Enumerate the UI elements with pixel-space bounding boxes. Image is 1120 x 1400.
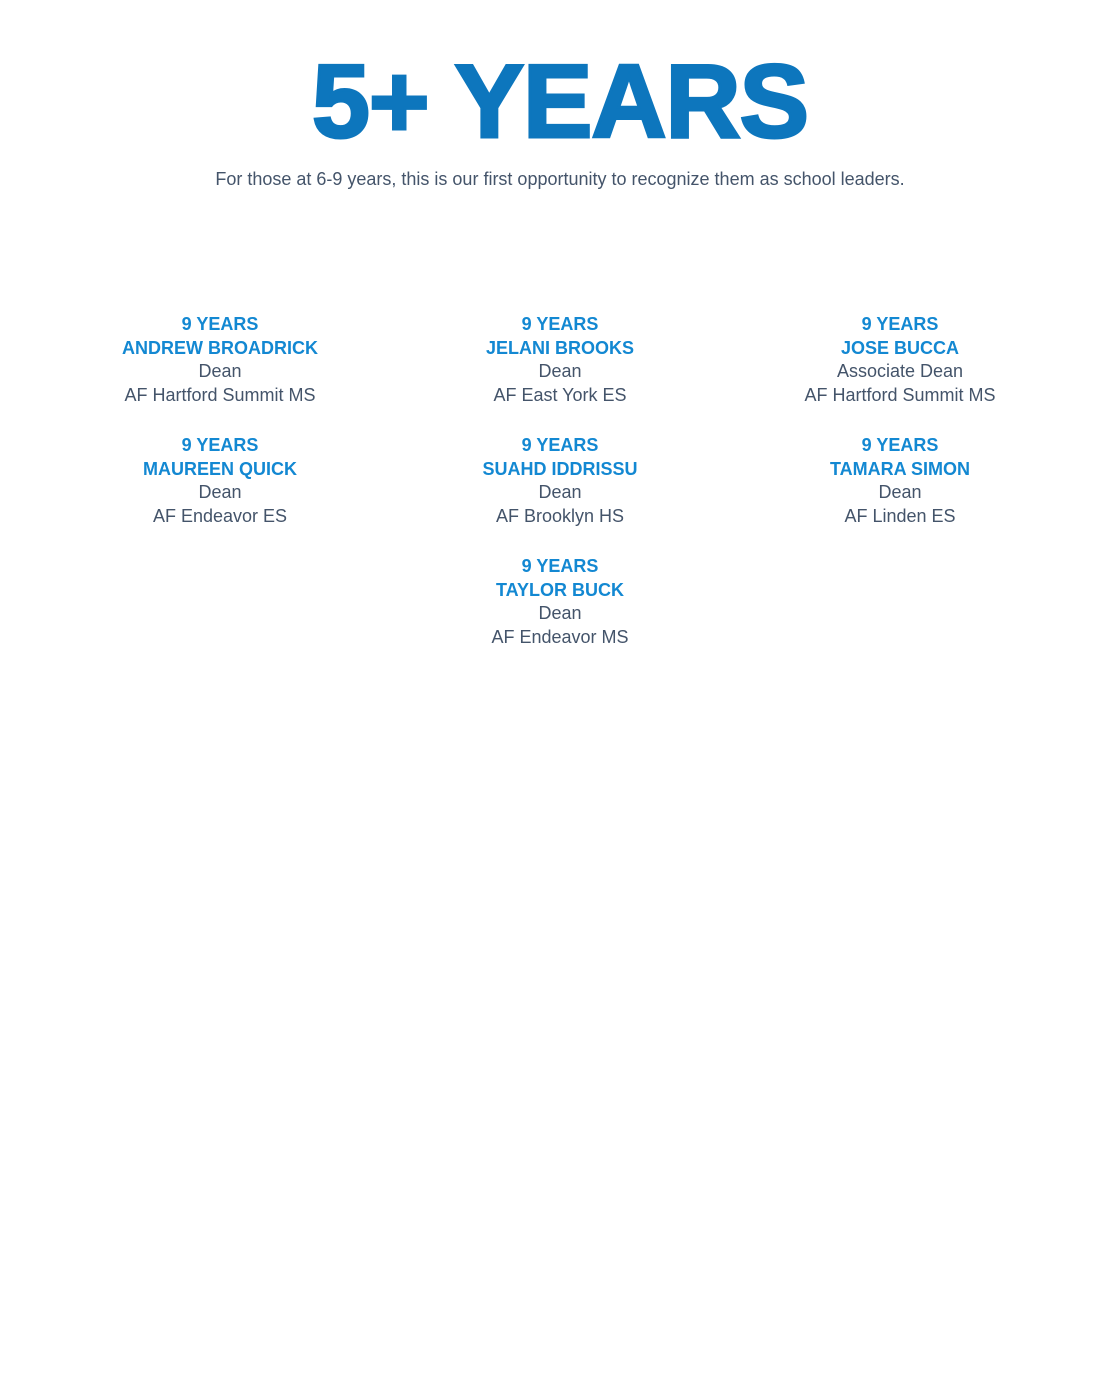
- school-label: AF East York ES: [493, 384, 627, 405]
- person-name: JOSE BUCCA: [840, 337, 960, 358]
- recognition-entry: 9 YEARS JELANI BROOKS Dean AF East York …: [390, 313, 730, 407]
- school-label: AF Linden ES: [844, 505, 956, 526]
- years-label: 9 YEARS: [181, 435, 259, 456]
- entries-grid: 9 YEARS ANDREW BROADRICK Dean AF Hartfor…: [50, 313, 1070, 649]
- recognition-entry: 9 YEARS TAMARA SIMON Dean AF Linden ES: [730, 434, 1070, 528]
- recognition-entry: 9 YEARS ANDREW BROADRICK Dean AF Hartfor…: [50, 313, 390, 407]
- role-label: Dean: [878, 482, 922, 503]
- years-label: 9 YEARS: [521, 435, 599, 456]
- person-name: SUAHD IDDRISSU: [482, 458, 638, 479]
- recognition-entry: 9 YEARS MAUREEN QUICK Dean AF Endeavor E…: [50, 434, 390, 528]
- years-label: 9 YEARS: [521, 314, 599, 335]
- school-label: AF Hartford Summit MS: [804, 384, 996, 405]
- person-name: TAMARA SIMON: [830, 458, 970, 479]
- person-name: MAUREEN QUICK: [142, 458, 297, 479]
- school-label: AF Endeavor MS: [491, 626, 629, 647]
- role-label: Dean: [198, 482, 242, 503]
- role-label: Dean: [538, 361, 582, 382]
- years-label: 9 YEARS: [861, 314, 939, 335]
- years-label: 9 YEARS: [181, 314, 259, 335]
- person-name: JELANI BROOKS: [485, 337, 635, 358]
- school-label: AF Brooklyn HS: [495, 505, 625, 526]
- recognition-entry: 9 YEARS JOSE BUCCA Associate Dean AF Har…: [730, 313, 1070, 407]
- years-label: 9 YEARS: [521, 556, 599, 577]
- role-label: Dean: [538, 603, 582, 624]
- school-label: AF Hartford Summit MS: [124, 384, 316, 405]
- school-label: AF Endeavor ES: [152, 505, 288, 526]
- role-label: Dean: [538, 482, 582, 503]
- recognition-entry: 9 YEARS SUAHD IDDRISSU Dean AF Brooklyn …: [390, 434, 730, 528]
- role-label: Associate Dean: [836, 361, 964, 382]
- years-label: 9 YEARS: [861, 435, 939, 456]
- page-subtitle: For those at 6-9 years, this is our firs…: [215, 169, 905, 189]
- page-title: 5+ YEARS: [311, 44, 811, 160]
- recognition-entry: 9 YEARS TAYLOR BUCK Dean AF Endeavor MS: [390, 555, 730, 649]
- role-label: Dean: [198, 361, 242, 382]
- person-name: ANDREW BROADRICK: [122, 337, 318, 358]
- person-name: TAYLOR BUCK: [495, 579, 624, 600]
